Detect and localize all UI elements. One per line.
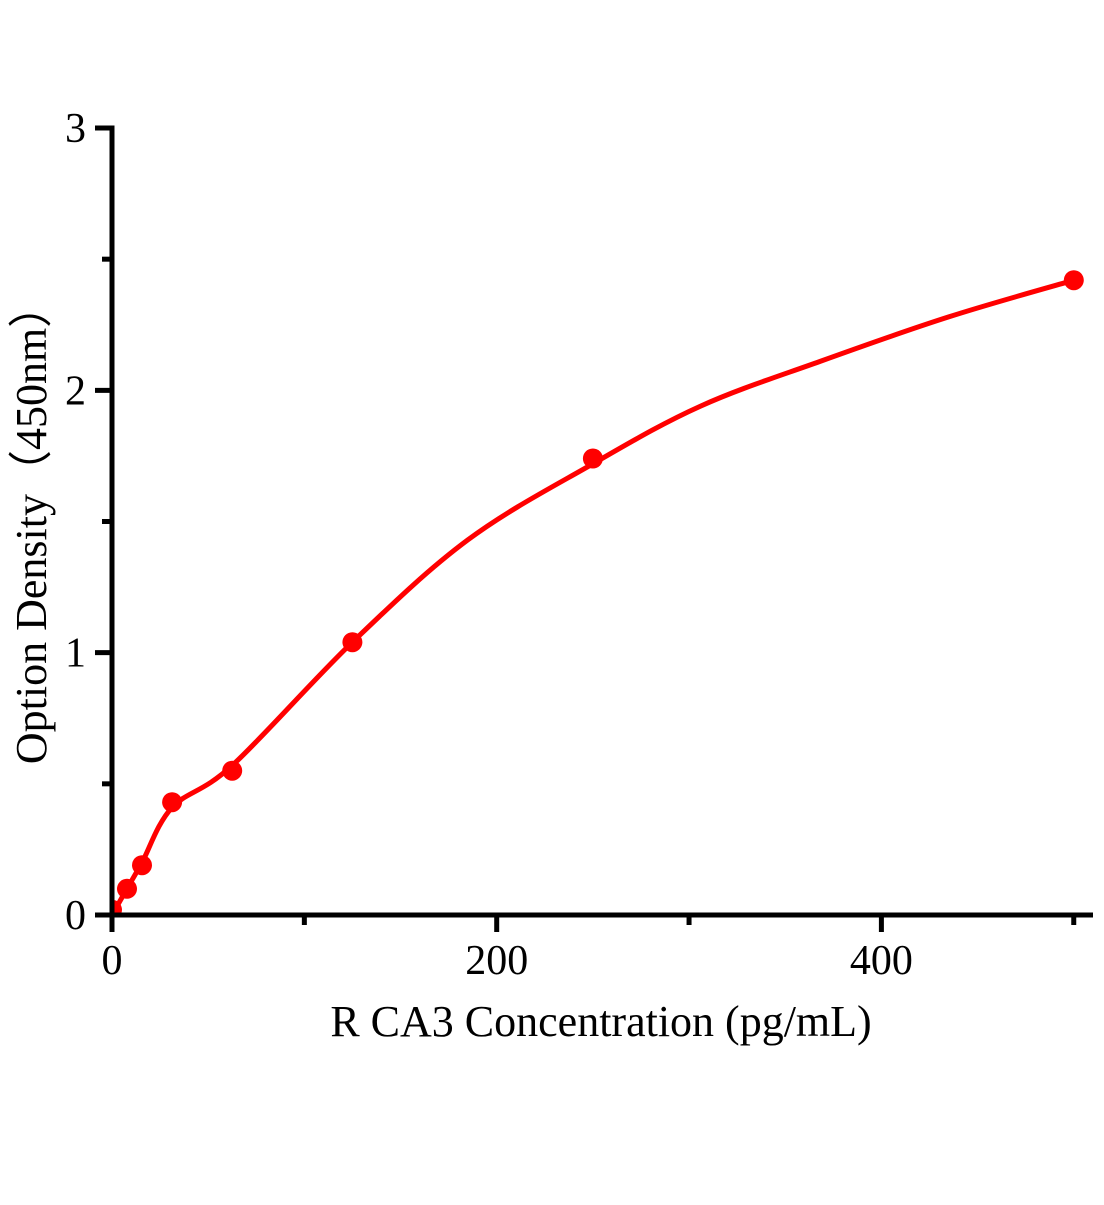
data-point (222, 760, 243, 781)
y-tick-label: 3 (65, 106, 86, 152)
x-tick-label: 400 (850, 938, 913, 984)
tick-label-layer: 0 200 400 0 1 2 3 (65, 106, 913, 984)
data-point (582, 448, 603, 469)
data-point (1063, 270, 1084, 291)
y-tick-label: 2 (65, 368, 86, 414)
fit-curve (112, 277, 1077, 915)
series-layer (112, 270, 1084, 915)
y-tick-label: 1 (65, 631, 86, 677)
data-point (342, 632, 363, 653)
y-axis-title: Option Density（450nm） (7, 284, 56, 764)
y-tick-label: 0 (65, 893, 86, 939)
x-tick-label: 0 (102, 938, 123, 984)
data-point (162, 792, 183, 813)
x-tick-label: 200 (465, 938, 528, 984)
data-point (117, 878, 137, 899)
tick-layer (95, 125, 1077, 932)
axes (95, 125, 1093, 932)
data-point (132, 855, 152, 876)
x-axis-title: R CA3 Concentration (pg/mL) (330, 997, 871, 1046)
